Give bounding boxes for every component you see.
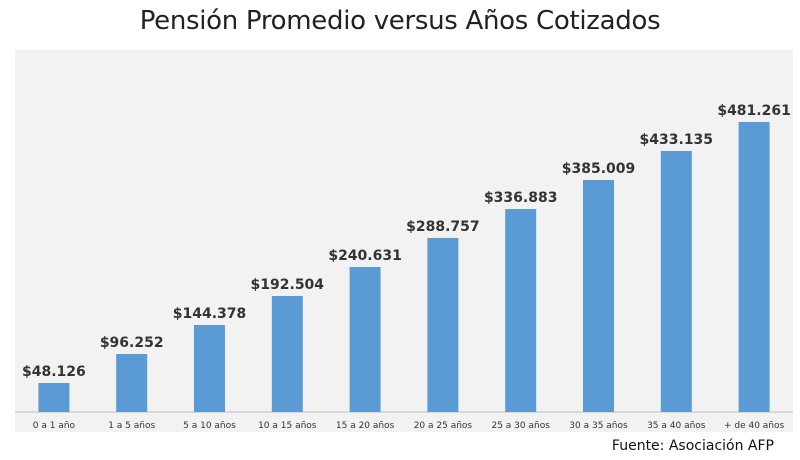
bar (738, 122, 770, 412)
data-label: $144.378 (173, 306, 247, 322)
data-label: $433.135 (640, 132, 714, 148)
category-label: 25 a 30 años (491, 421, 550, 431)
data-label: $240.631 (328, 248, 402, 264)
category-label: 35 a 40 años (647, 421, 706, 431)
category-label: 15 a 20 años (336, 421, 395, 431)
category-label: 20 a 25 años (414, 421, 473, 431)
category-labels-group: 0 a 1 año 1 a 5 años 5 a 10 años 10 a 15 añ… (33, 421, 785, 431)
data-label: $481.261 (717, 103, 791, 119)
bar (427, 238, 459, 412)
bar (349, 267, 381, 412)
data-label: $96.252 (100, 335, 164, 351)
data-label: $48.126 (22, 364, 86, 380)
category-label: 5 a 10 años (183, 421, 236, 431)
category-label: + de 40 años (724, 421, 785, 431)
bar (505, 209, 537, 412)
category-label: 1 a 5 años (108, 421, 155, 431)
bar (38, 383, 70, 412)
bars-group (38, 122, 770, 412)
data-label: $192.504 (251, 277, 325, 293)
category-label: 30 a 35 años (569, 421, 628, 431)
bar (271, 296, 303, 412)
data-labels-group: $48.126 $96.252 $144.378$192.504$240.631$2… (22, 103, 791, 380)
bar (660, 151, 692, 412)
bar (583, 180, 614, 412)
category-label: 0 a 1 año (33, 421, 76, 431)
data-label: $288.757 (406, 219, 480, 235)
bar (116, 354, 148, 412)
data-label: $385.009 (562, 161, 636, 177)
data-label: $336.883 (484, 190, 558, 206)
source-note: Fuente: Asociación AFP (611, 438, 774, 454)
bar (194, 325, 225, 412)
category-label: 10 a 15 años (258, 421, 317, 431)
chart-title: Pensión Promedio versus Años Cotizados (139, 6, 661, 36)
